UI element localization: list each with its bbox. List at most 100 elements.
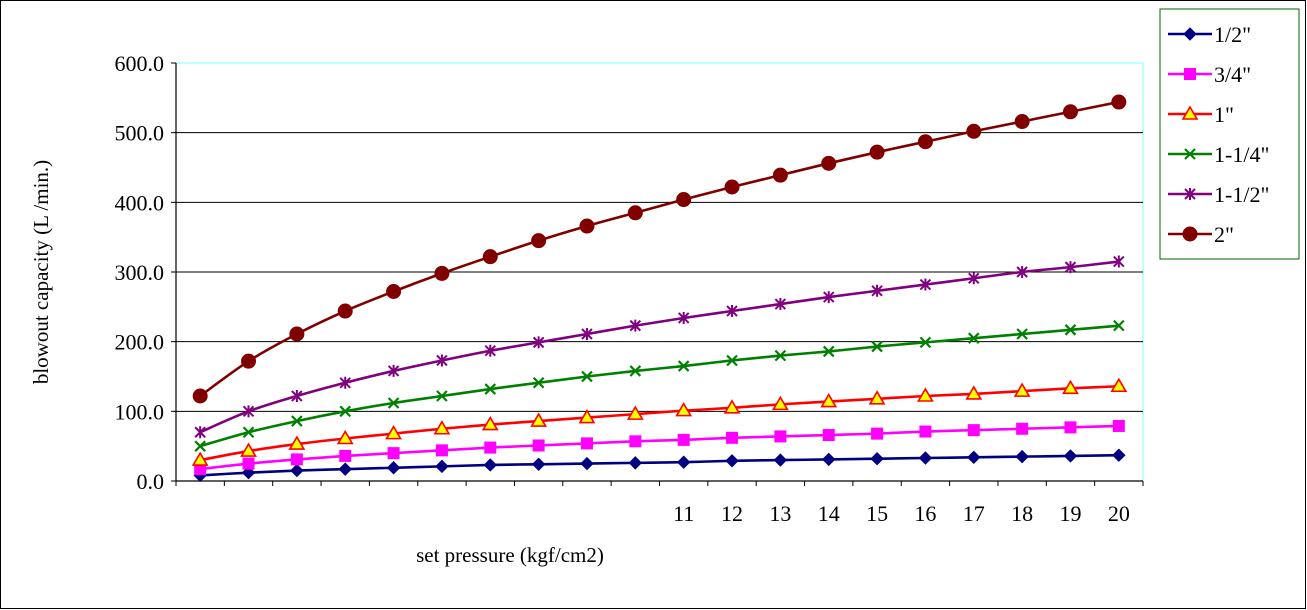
- data-point: [871, 340, 883, 353]
- data-point: [435, 444, 448, 457]
- data-point: [726, 305, 738, 318]
- data-point: [1063, 449, 1078, 463]
- data-point: [530, 412, 548, 427]
- series-1: [193, 448, 1126, 483]
- data-point: [626, 405, 644, 420]
- data-point: [724, 179, 740, 195]
- data-point: [435, 459, 449, 474]
- data-point: [581, 328, 593, 341]
- data-point: [871, 284, 883, 297]
- legend-entry: 2": [1168, 222, 1234, 247]
- data-point: [579, 218, 595, 234]
- data-point: [917, 387, 934, 402]
- data-point: [725, 454, 739, 468]
- data-point: [967, 450, 981, 465]
- data-point: [821, 155, 837, 171]
- y-tick-label: 0.0: [137, 469, 165, 494]
- data-point: [1113, 255, 1125, 268]
- data-point: [629, 435, 642, 448]
- data-point: [629, 365, 642, 377]
- legend-marker: [1183, 27, 1197, 41]
- data-point: [919, 425, 932, 438]
- data-point: [339, 449, 352, 462]
- data-point: [580, 456, 594, 471]
- data-point: [919, 336, 932, 349]
- data-point: [484, 344, 496, 357]
- data-point: [386, 461, 401, 475]
- data-point: [676, 192, 692, 208]
- data-point: [1014, 114, 1030, 130]
- data-point: [774, 298, 787, 311]
- data-point: [871, 427, 884, 440]
- data-point: [482, 249, 498, 265]
- data-point: [675, 402, 693, 417]
- data-point: [1016, 266, 1028, 278]
- data-point: [434, 265, 450, 281]
- data-point: [338, 462, 352, 476]
- legend-label: 1": [1214, 102, 1234, 127]
- data-point: [192, 388, 208, 404]
- data-point: [339, 405, 352, 418]
- data-point: [532, 439, 545, 452]
- y-tick-label: 200.0: [115, 330, 165, 355]
- data-point: [578, 409, 596, 424]
- data-point: [676, 455, 691, 469]
- data-point: [337, 303, 353, 319]
- legend-entry: 3/4": [1168, 62, 1251, 87]
- x-tick-label: 16: [914, 501, 936, 526]
- data-point: [1064, 261, 1077, 274]
- series-line: [199, 324, 1119, 448]
- data-point: [240, 442, 257, 457]
- x-tick-label: 17: [963, 501, 985, 526]
- data-point: [822, 452, 836, 467]
- data-point: [774, 349, 787, 362]
- data-point: [484, 441, 497, 454]
- data-point: [677, 360, 690, 372]
- series-line: [199, 260, 1119, 434]
- data-point: [1112, 448, 1126, 462]
- data-point: [531, 457, 546, 471]
- y-tick-label: 300.0: [115, 260, 165, 285]
- data-point: [288, 435, 306, 450]
- gridlines: [176, 132, 1143, 412]
- data-point: [241, 353, 257, 369]
- data-point: [677, 311, 690, 324]
- data-point: [726, 431, 739, 444]
- data-point: [433, 420, 451, 435]
- data-point: [820, 392, 838, 408]
- legend-marker: [1184, 148, 1196, 160]
- data-point: [967, 424, 980, 437]
- data-point: [387, 447, 400, 460]
- data-point: [481, 415, 499, 431]
- legend-label: 1/2": [1214, 22, 1251, 47]
- legend-label: 1-1/2": [1214, 182, 1269, 207]
- data-point: [191, 451, 209, 466]
- y-tick-label: 100.0: [115, 399, 165, 424]
- legend: 1/2" 3/4" 1" 1-1/4" 1-1/2" 2": [1159, 8, 1300, 260]
- data-point: [965, 385, 983, 400]
- data-point: [967, 332, 980, 344]
- data-point: [242, 426, 255, 439]
- data-point: [581, 370, 593, 383]
- x-tick-labels: 11 12 13 14 15 16 17 18 19 20: [175, 481, 1144, 526]
- legend-marker: [1182, 226, 1198, 242]
- data-point: [919, 278, 932, 291]
- data-point: [1113, 319, 1125, 332]
- x-tick-label: 18: [1011, 501, 1033, 526]
- data-point: [918, 451, 933, 465]
- data-point: [870, 451, 884, 466]
- data-point: [531, 233, 547, 249]
- data-point: [385, 425, 402, 440]
- data-point: [1111, 94, 1127, 110]
- y-tick-label: 500.0: [115, 121, 165, 146]
- x-tick-label: 13: [769, 501, 791, 526]
- x-tick-label: 11: [673, 501, 694, 526]
- legend-label: 1-1/4": [1214, 142, 1269, 167]
- x-tick-label: 12: [721, 501, 743, 526]
- data-point: [436, 354, 448, 367]
- data-point: [241, 465, 256, 480]
- data-point: [774, 430, 787, 443]
- legend-entry: 1/2": [1168, 22, 1251, 47]
- legend-label: 3/4": [1214, 62, 1251, 87]
- legend-entry: 1-1/4": [1168, 142, 1269, 167]
